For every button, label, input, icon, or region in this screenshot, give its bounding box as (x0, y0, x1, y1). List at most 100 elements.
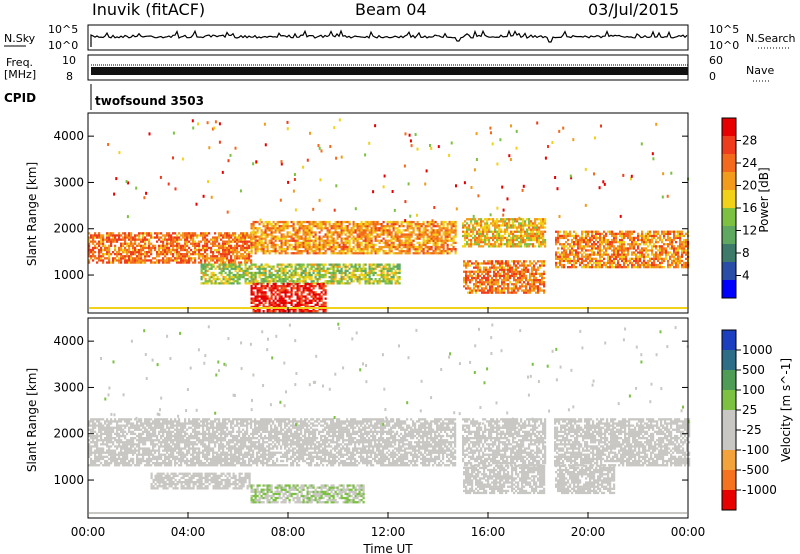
heatmap-cell (643, 259, 646, 263)
heatmap-cell (320, 245, 323, 249)
heatmap-cell (450, 227, 453, 230)
heatmap-cell (178, 246, 181, 250)
heatmap-cell (474, 241, 477, 244)
heatmap-cell (378, 248, 381, 251)
heatmap-cell (158, 261, 161, 264)
heatmap-cell (488, 226, 491, 229)
heatmap-cell (675, 266, 678, 269)
heatmap-cell (633, 241, 636, 244)
heatmap-cell (234, 246, 237, 250)
heatmap-cell (603, 236, 606, 240)
heatmap-cell (593, 243, 596, 246)
heatmap-cell (344, 263, 347, 266)
heatmap-cell (386, 252, 389, 255)
heatmap-cell (615, 266, 618, 269)
heatmap-cell (424, 229, 427, 232)
heatmap-cell (364, 231, 367, 234)
heatmap-cell (629, 230, 632, 233)
heatmap-cell (659, 236, 662, 240)
heatmap-cell (388, 229, 391, 232)
heatmap-cell (649, 232, 652, 235)
heatmap-cell (384, 243, 387, 247)
heatmap-cell (637, 243, 640, 246)
heatmap-cell (438, 229, 441, 232)
heatmap-cell (503, 291, 506, 294)
heatmap-cell (142, 236, 145, 239)
heatmap-cell (465, 274, 468, 278)
heatmap-cell (290, 267, 293, 270)
heatmap-cell (496, 238, 499, 242)
heatmap-cell (286, 241, 289, 244)
heatmap-cell (194, 261, 197, 264)
heatmap-cell (102, 253, 105, 256)
heatmap-cell (490, 131, 492, 135)
heatmap-cell (128, 251, 131, 254)
heatmap-cell (318, 245, 321, 249)
heatmap-cell (342, 237, 345, 240)
heatmap-cell (328, 267, 331, 270)
heatmap-cell (573, 257, 576, 260)
heatmap-cell (332, 250, 335, 253)
heatmap-cell (477, 272, 480, 275)
heatmap-cell (434, 237, 437, 240)
heatmap-cell (332, 271, 335, 275)
heatmap-cell (342, 231, 345, 234)
heatmap-cell (244, 246, 247, 250)
heatmap-cell (224, 265, 227, 268)
heatmap-cell (533, 272, 536, 275)
heatmap-cell (316, 303, 319, 306)
heatmap-cell (481, 270, 484, 273)
heatmap-cell (258, 265, 261, 268)
heatmap-cell (294, 233, 297, 236)
heatmap-cell (587, 249, 590, 252)
heatmap-cell (495, 274, 498, 278)
heatmap-cell (378, 227, 381, 230)
heatmap-cell (228, 246, 231, 250)
heatmap-cell (258, 301, 261, 304)
heatmap-cell (647, 245, 650, 248)
heatmap-cell (208, 267, 211, 270)
heatmap-cell (589, 266, 592, 269)
heatmap-cell (154, 248, 157, 252)
heatmap-cell (514, 218, 517, 221)
heatmap-cell (404, 243, 407, 247)
heatmap-cell (651, 249, 654, 252)
heatmap-cell (266, 297, 269, 300)
heatmap-cell (521, 274, 524, 278)
heatmap-cell (522, 218, 525, 221)
heatmap-cell (236, 244, 239, 247)
heatmap-cell (280, 263, 283, 266)
heatmap-cell (639, 259, 642, 263)
heatmap-cell (677, 263, 680, 267)
heatmap-cell (296, 301, 299, 304)
heatmap-cell (260, 297, 263, 300)
heatmap-cell (635, 249, 638, 252)
heatmap-cell (501, 185, 504, 189)
heatmap-cell (485, 279, 488, 282)
heatmap-cell (446, 250, 449, 253)
heatmap-cell (310, 233, 313, 236)
heatmap-cell (204, 259, 207, 262)
heatmap-cell (258, 223, 261, 226)
heatmap-cell (542, 243, 545, 246)
heatmap-cell (627, 247, 630, 250)
heatmap-cell (232, 276, 235, 279)
heatmap-cell (104, 248, 107, 252)
heatmap-cell (508, 241, 511, 244)
heatmap-cell (108, 248, 111, 252)
heatmap-cell (280, 282, 283, 285)
heatmap-cell (266, 305, 269, 309)
heatmap-cell (256, 231, 259, 234)
heatmap-cell (228, 242, 231, 245)
heatmap-cell (432, 231, 435, 234)
heatmap-cell (468, 228, 471, 231)
heatmap-cell (248, 265, 251, 268)
heatmap-cell (502, 220, 505, 223)
heatmap-cell (188, 246, 191, 250)
heatmap-cell (124, 246, 127, 250)
heatmap-cell (296, 243, 299, 247)
heatmap-cell (527, 264, 530, 267)
heatmap-cell (328, 276, 331, 279)
heatmap-cell (280, 295, 283, 298)
heatmap-cell (643, 234, 646, 238)
